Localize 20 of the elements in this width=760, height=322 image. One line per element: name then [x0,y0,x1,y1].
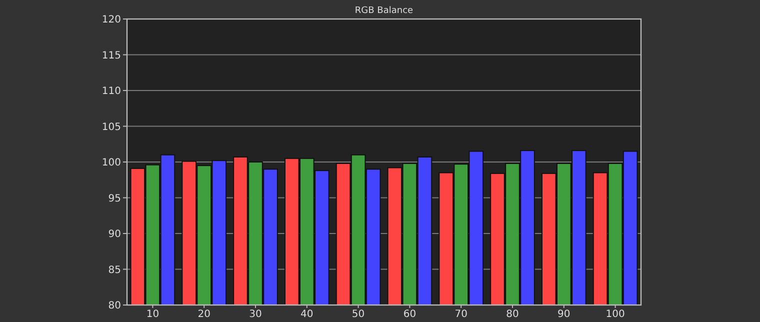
chart-title: RGB Balance [354,6,414,16]
y-tick-label: 90 [108,229,121,240]
x-tick-label: 90 [558,309,570,320]
y-tick-label: 85 [108,264,121,276]
x-tick-label: 40 [300,309,314,320]
y-tick-label: 110 [102,86,121,97]
x-tick-label: 80 [506,309,519,320]
y-tick-label: 115 [102,50,121,62]
x-tick-label: 60 [403,309,416,320]
y-tick-label: 80 [108,300,121,312]
x-tick-label: 50 [352,309,365,320]
y-tick-label: 100 [102,158,121,168]
y-tick-label: 95 [108,193,121,204]
x-tick-label: 10 [146,309,160,320]
y-tick-label: 120 [102,14,121,26]
y-tick-label: 105 [102,122,121,133]
x-tick-label: 100 [606,309,625,320]
x-tick-label: 70 [454,309,468,320]
x-tick-label: 20 [198,309,210,320]
x-tick-label: 30 [249,309,262,320]
